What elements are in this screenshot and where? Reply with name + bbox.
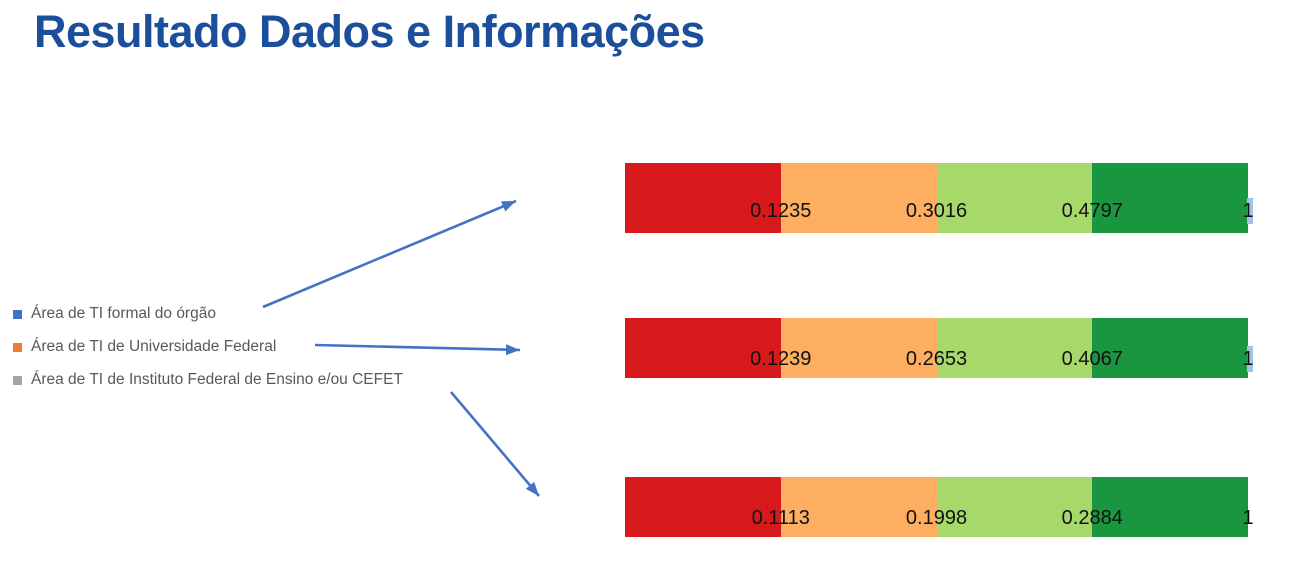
bar-segment [936, 163, 1093, 233]
bar-value-label: 0.1235 [750, 199, 812, 222]
bar-segment [1092, 163, 1248, 233]
page-title: Resultado Dados e Informações [34, 6, 705, 57]
legend-item-area-ti-instituto: Área de TI de Instituto Federal de Ensin… [13, 370, 403, 390]
square-bullet-icon [13, 342, 22, 352]
bar-segment [625, 163, 781, 233]
square-bullet-icon [13, 309, 22, 319]
bar-value-label: 1 [1242, 347, 1254, 370]
legend-item-label: Área de TI de Universidade Federal [31, 338, 277, 355]
bar-value-label: 0.3016 [905, 199, 968, 222]
bar-value-label: 0.2653 [905, 347, 968, 370]
chart-legend: Área de TI formal do órgão Área de TI de… [13, 304, 403, 403]
legend-item-area-ti-formal: Área de TI formal do órgão [13, 304, 403, 324]
bar-segment [780, 477, 937, 537]
bar-segment [625, 318, 781, 378]
square-bullet-icon [13, 375, 22, 385]
bar-segment [1092, 477, 1248, 537]
bar-row-area-ti-formal: 0.1235 0.3016 0.4797 1 [625, 163, 1254, 233]
value-label-highlight [1247, 345, 1253, 372]
bar-segment [625, 477, 781, 537]
bar-row-area-ti-universidade: 0.1239 0.2653 0.4067 1 [625, 318, 1254, 378]
legend-item-label: Área de TI de Instituto Federal de Ensin… [31, 371, 403, 388]
value-label-highlight [1247, 197, 1253, 224]
bar-value-label: 1 [1242, 506, 1254, 529]
bar-segment [780, 318, 937, 378]
bar-segment [936, 318, 1093, 378]
bar-segment [936, 477, 1093, 537]
bar-value-label: 0.1113 [751, 506, 810, 529]
bar-value-label: 0.1998 [905, 506, 968, 529]
bar-value-label: 1 [1242, 199, 1254, 222]
legend-item-label: Área de TI formal do órgão [31, 305, 216, 322]
bar-value-label: 0.1239 [750, 347, 812, 370]
bar-row-area-ti-instituto: 0.1113 0.1998 0.2884 1 [625, 477, 1254, 537]
bar-value-label: 0.2884 [1061, 506, 1123, 529]
bar-segment [780, 163, 937, 233]
bar-value-label: 0.4797 [1061, 199, 1123, 222]
bar-segment [1092, 318, 1248, 378]
bar-value-label: 0.4067 [1061, 347, 1123, 370]
legend-item-area-ti-universidade: Área de TI de Universidade Federal [13, 337, 403, 357]
